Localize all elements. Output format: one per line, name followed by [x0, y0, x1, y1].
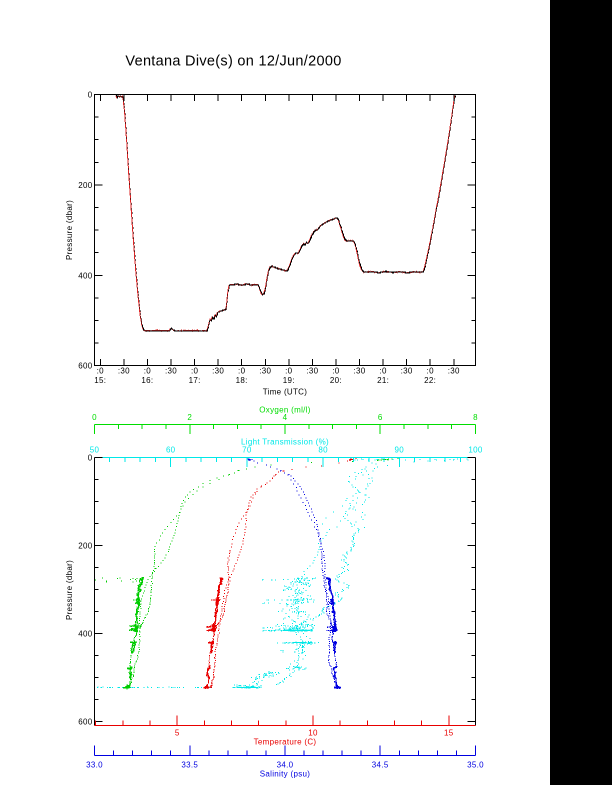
svg-text::30: :30	[165, 367, 177, 376]
svg-text:60: 60	[166, 446, 176, 455]
svg-text::30: :30	[306, 367, 318, 376]
svg-text:400: 400	[78, 630, 92, 639]
svg-text::0: :0	[238, 367, 246, 376]
svg-text:17:: 17:	[189, 376, 201, 385]
svg-text:16:: 16:	[141, 376, 153, 385]
svg-text:2: 2	[187, 413, 192, 422]
svg-text:600: 600	[78, 362, 92, 371]
svg-text:15:: 15:	[94, 376, 106, 385]
svg-text::0: :0	[332, 367, 340, 376]
svg-text:200: 200	[78, 542, 92, 551]
svg-text:0: 0	[88, 91, 93, 100]
svg-text:0: 0	[92, 413, 97, 422]
svg-text:4: 4	[283, 413, 288, 422]
svg-text:Ventana Dive(s) on 12/Jun/2000: Ventana Dive(s) on 12/Jun/2000	[125, 54, 341, 70]
svg-text:Pressure (dbar): Pressure (dbar)	[65, 560, 74, 620]
svg-text:400: 400	[78, 271, 92, 280]
svg-text:Oxygen (ml/l): Oxygen (ml/l)	[259, 406, 310, 415]
svg-text::30: :30	[448, 367, 460, 376]
svg-text:15: 15	[444, 729, 454, 738]
svg-text::30: :30	[212, 367, 224, 376]
svg-text:5: 5	[175, 729, 180, 738]
svg-text:20:: 20:	[330, 376, 342, 385]
svg-text:Pressure (dbar): Pressure (dbar)	[65, 200, 74, 260]
svg-text::30: :30	[353, 367, 365, 376]
svg-text:Light Transmission (%): Light Transmission (%)	[241, 438, 329, 447]
svg-text::0: :0	[144, 367, 152, 376]
svg-text:70: 70	[242, 446, 252, 455]
svg-text:8: 8	[473, 413, 478, 422]
svg-text:10: 10	[308, 729, 318, 738]
svg-text:Salinity (psu): Salinity (psu)	[260, 770, 310, 779]
svg-text:0: 0	[88, 454, 93, 463]
svg-text:Temperature (C): Temperature (C)	[254, 738, 317, 747]
svg-text:200: 200	[78, 181, 92, 190]
svg-text:90: 90	[395, 446, 405, 455]
svg-text:6: 6	[378, 413, 383, 422]
svg-text:34.0: 34.0	[277, 761, 294, 770]
svg-text::0: :0	[97, 367, 105, 376]
svg-text:80: 80	[318, 446, 328, 455]
svg-text:35.0: 35.0	[467, 761, 484, 770]
svg-text:100: 100	[468, 446, 482, 455]
svg-text::0: :0	[191, 367, 199, 376]
svg-text:600: 600	[78, 718, 92, 727]
svg-text::0: :0	[379, 367, 387, 376]
svg-text::30: :30	[259, 367, 271, 376]
svg-text:Time (UTC): Time (UTC)	[263, 388, 308, 397]
svg-text::30: :30	[118, 367, 130, 376]
svg-text:18:: 18:	[236, 376, 248, 385]
svg-text:21:: 21:	[377, 376, 389, 385]
svg-text::30: :30	[401, 367, 413, 376]
svg-text:33.0: 33.0	[86, 761, 103, 770]
svg-text:50: 50	[90, 446, 100, 455]
svg-text:19:: 19:	[283, 376, 295, 385]
svg-text::0: :0	[285, 367, 293, 376]
svg-text:22:: 22:	[424, 376, 436, 385]
svg-text:33.5: 33.5	[181, 761, 198, 770]
svg-text:34.5: 34.5	[372, 761, 389, 770]
svg-text::0: :0	[427, 367, 435, 376]
